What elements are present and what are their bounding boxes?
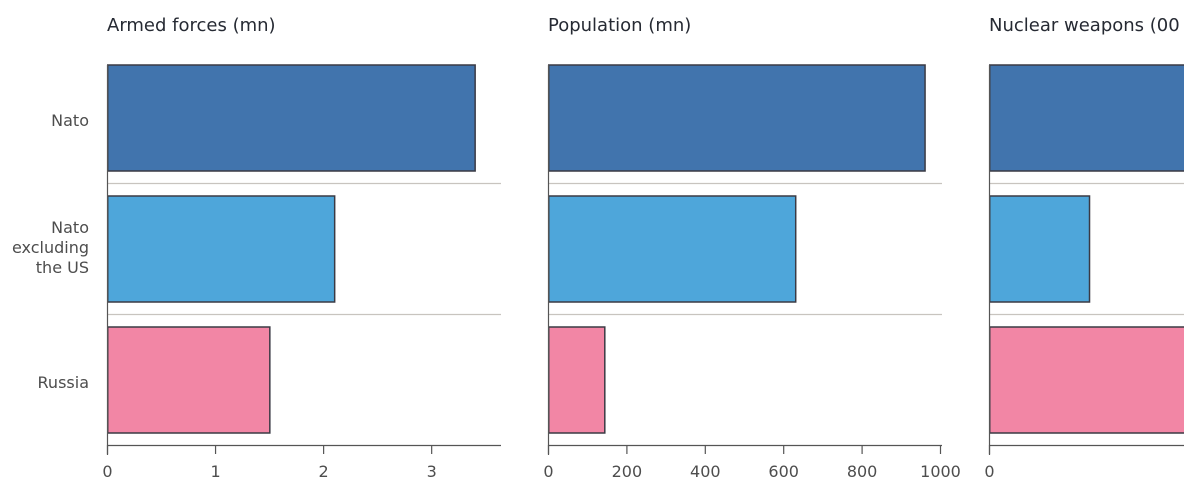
bar [107, 64, 476, 172]
category-label: Russia [38, 373, 89, 392]
x-tick-label: 0 [543, 462, 553, 480]
panel-title: Population (mn) [548, 15, 691, 36]
category-label: the US [36, 258, 89, 277]
bar [548, 326, 606, 434]
bar [548, 195, 797, 303]
category-label: Nato [51, 111, 89, 130]
bar [989, 64, 1184, 172]
panel-2: Population (mn) 0 200 400 600 800 1000 [543, 15, 960, 480]
x-tick-label: 1 [210, 462, 220, 480]
panel-title: Nuclear weapons (00 [989, 15, 1180, 36]
x-tick-label: 0 [984, 462, 994, 480]
category-label: Nato [51, 218, 89, 237]
panel-3: Nuclear weapons (00012 [984, 15, 1184, 480]
x-tick-label: 2 [319, 462, 329, 480]
x-tick-label: 600 [768, 462, 799, 480]
bar [548, 64, 926, 172]
panel-1: Armed forces (mn) 0 1 2 3 [102, 15, 501, 480]
x-tick-label: 0 [102, 462, 112, 480]
x-tick-label: 200 [612, 462, 643, 480]
x-tick-label: 3 [427, 462, 437, 480]
bar [107, 326, 271, 434]
x-tick-label: 1000 [920, 462, 961, 480]
category-label: excluding [12, 238, 89, 257]
bar [989, 326, 1184, 434]
bar [989, 195, 1091, 303]
x-tick-label: 400 [690, 462, 721, 480]
panel-title: Armed forces (mn) [107, 15, 276, 36]
x-tick-label: 800 [847, 462, 878, 480]
bar [107, 195, 336, 303]
